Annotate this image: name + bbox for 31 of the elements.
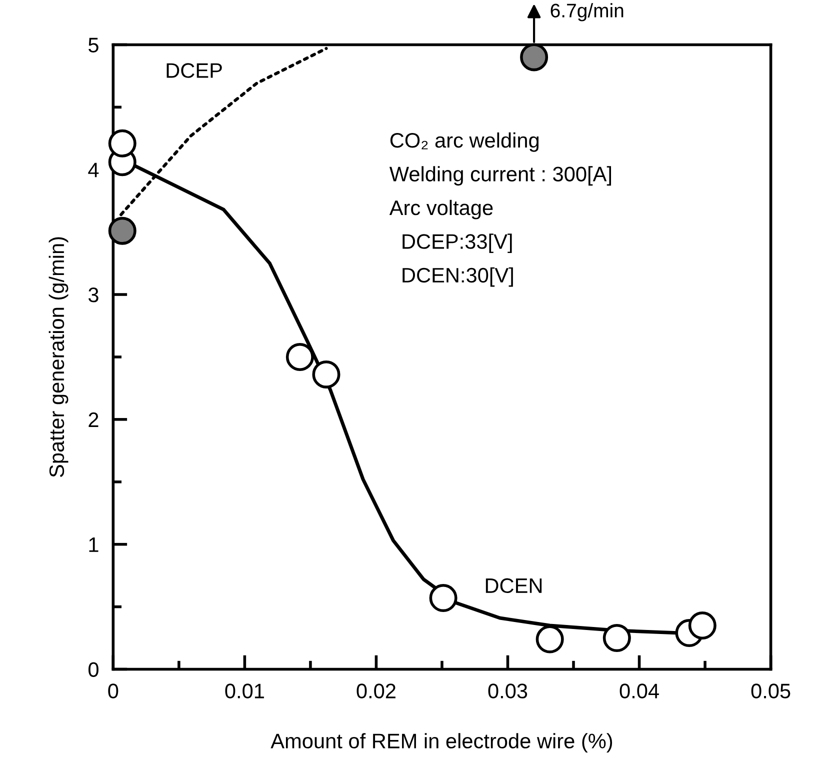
x-tick-label: 0 <box>108 684 118 698</box>
y-tick-label: 2 <box>88 412 98 427</box>
point <box>108 129 136 158</box>
x-axis-title: Amount of REM in electrode wire (%) <box>270 733 612 753</box>
point <box>520 43 548 72</box>
y-axis-title: Spatter generation (g/min) <box>48 237 68 478</box>
annotation: Arc voltage <box>389 200 493 220</box>
annotation: CO₂ arc welding <box>390 132 539 152</box>
annotation: 6.7g/min <box>550 3 624 22</box>
x-tick-label: 0.04 <box>620 684 659 698</box>
y-tick-label: 4 <box>88 162 99 178</box>
point <box>286 342 314 371</box>
point <box>536 625 564 654</box>
point <box>108 216 136 245</box>
point <box>602 624 631 652</box>
point <box>312 360 340 388</box>
y-tick-label: 1 <box>89 538 98 552</box>
y-tick-label: 0 <box>88 662 98 677</box>
point <box>429 584 458 612</box>
x-tick-label: 0.03 <box>488 684 528 698</box>
x-tick-label: 0.02 <box>356 684 396 698</box>
y-tick-label: 5 <box>88 38 98 52</box>
series-label: DCEP <box>166 63 222 78</box>
annotation: DCEN:30[V] <box>402 267 513 287</box>
series-label: DCEN <box>486 578 542 594</box>
x-tick-label: 0.05 <box>751 684 790 698</box>
point <box>688 612 716 640</box>
x-tick-label: 0.01 <box>225 684 264 698</box>
y-tick-label: 3 <box>88 288 98 302</box>
annotation: Welding current : 300[A] <box>389 166 612 186</box>
annotation: DCEP:33[V] <box>402 234 512 254</box>
